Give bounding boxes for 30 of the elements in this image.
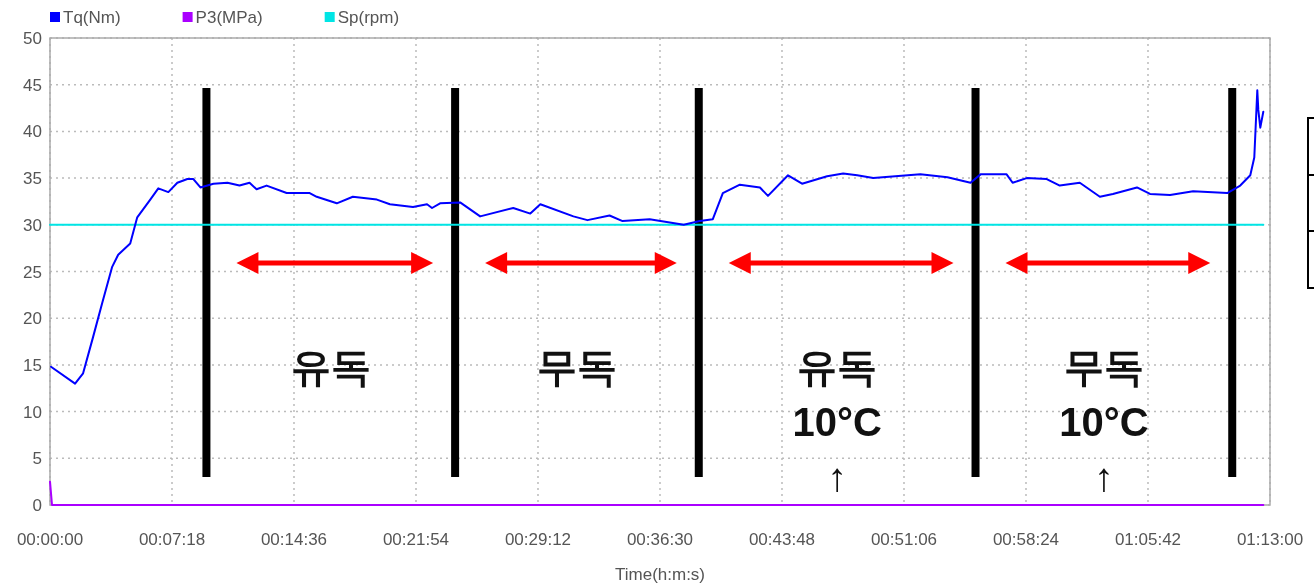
x-tick-label: 00:36:30: [626, 530, 694, 549]
x-tick-label: 01:13:00: [1236, 530, 1304, 549]
annotation: 무독 10°C ↑: [1059, 345, 1149, 499]
x-tick-label: 00:29:12: [504, 530, 572, 549]
x-tick-label: 00:58:24: [992, 530, 1060, 549]
x-tick-label: 00:43:48: [748, 530, 816, 549]
y-tick-label: 25: [23, 262, 42, 282]
annotation: 유독: [290, 345, 371, 389]
x-tick-label: 00:00:00: [16, 530, 84, 549]
x-axis-title: Time(h:m:s): [614, 565, 706, 584]
x-tick-label: 00:07:18: [138, 530, 206, 549]
y-tick-label: 30: [23, 215, 42, 235]
y-tick-label: 5: [32, 449, 42, 469]
annotation: 무독: [536, 345, 617, 389]
annotation: 유독 10°C ↑: [792, 345, 882, 499]
y-tick-label: 20: [23, 309, 42, 329]
y-tick-label: 40: [23, 122, 42, 142]
x-tick-label: 00:51:06: [870, 530, 938, 549]
x-tick-label: 01:05:42: [1114, 530, 1182, 549]
y-tick-label: 15: [23, 355, 42, 375]
x-tick-label: 00:14:36: [260, 530, 328, 549]
legend-label: Tq(Nm): [63, 8, 121, 27]
y-tick-label: 45: [23, 75, 42, 95]
y-tick-label: 10: [23, 402, 42, 422]
y-tick-label: 50: [23, 29, 42, 48]
y-tick-label: 0: [32, 496, 42, 515]
y-tick-label: 35: [23, 169, 42, 189]
legend-label: P3(MPa): [195, 8, 263, 27]
legend-label: Sp(rpm): [337, 8, 400, 27]
x-tick-label: 00:21:54: [382, 530, 450, 549]
